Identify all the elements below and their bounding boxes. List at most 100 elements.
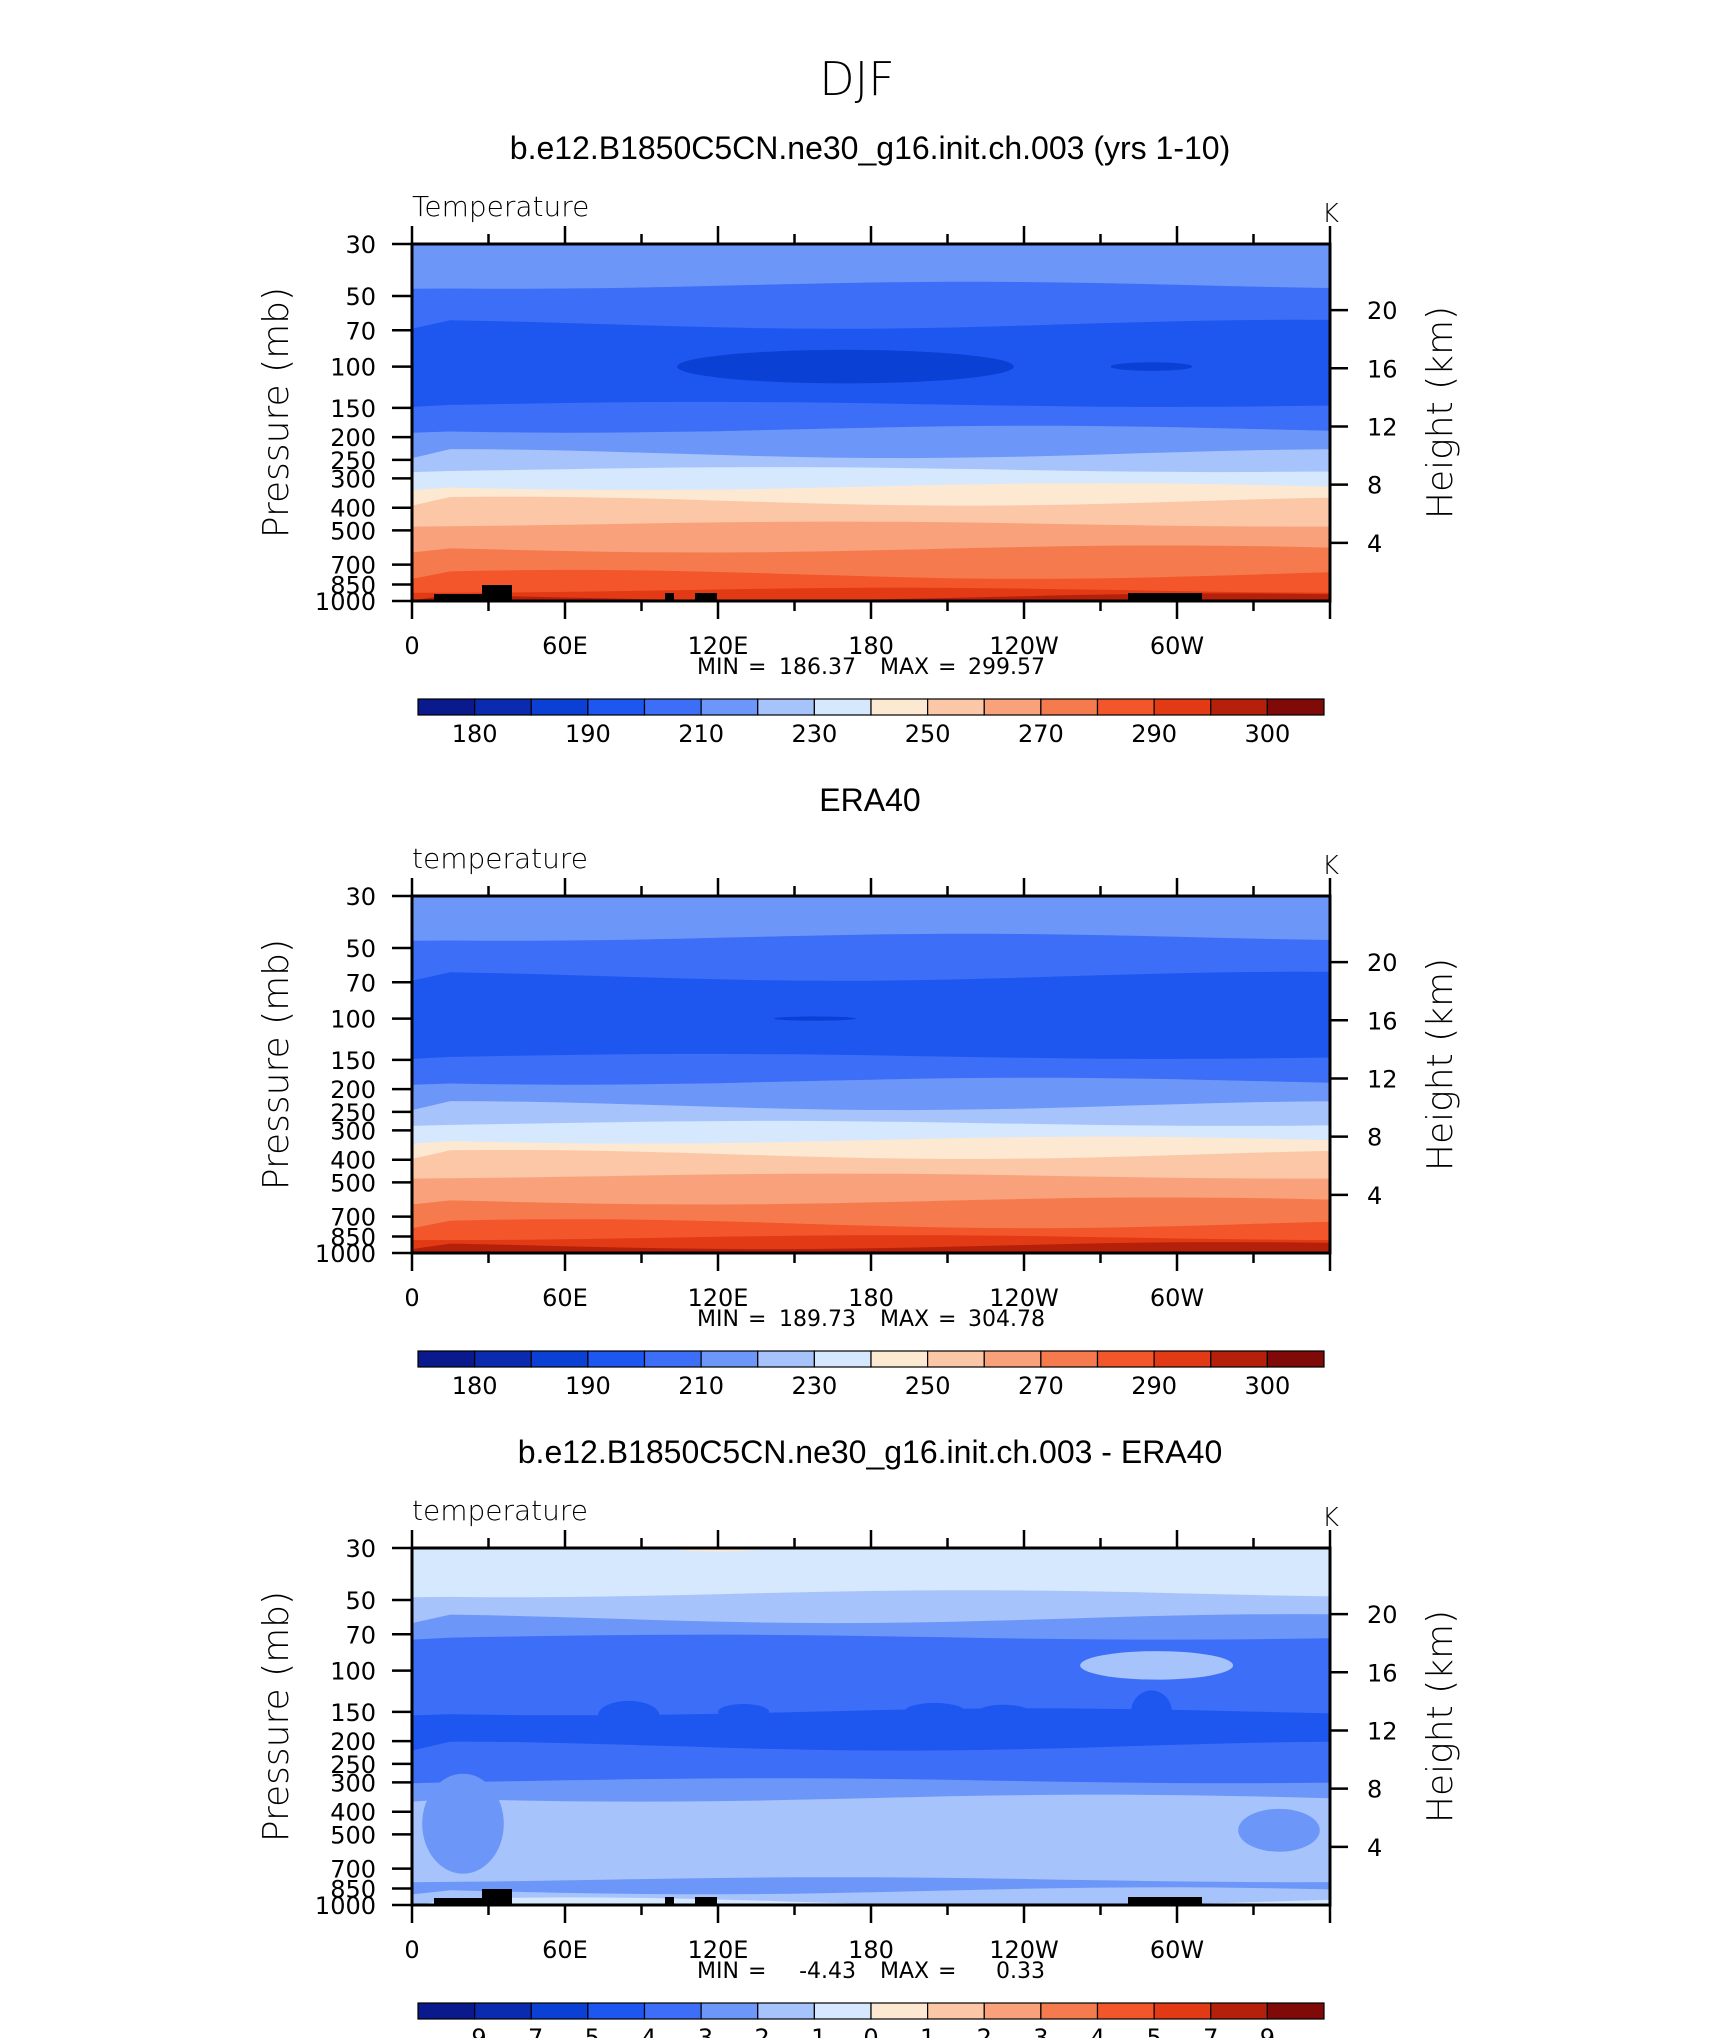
y2-axis-title: Height (km) — [1420, 958, 1461, 1171]
colorbar-box — [1210, 1350, 1268, 1368]
colorbar-label: 300 — [1244, 720, 1290, 748]
left-string: Temperature — [412, 190, 589, 223]
colorbar-box — [813, 698, 872, 716]
max-label: MAX — [880, 1307, 929, 1332]
y-tick-label: 300 — [330, 1117, 376, 1145]
colorbar-label: 210 — [678, 720, 724, 748]
colorbar-label: 0 — [863, 2024, 878, 2038]
contour-blob — [1080, 1651, 1234, 1680]
x-tick-label: 180 — [848, 1284, 894, 1312]
y-tick-label: 150 — [330, 1047, 376, 1075]
y-tick-label: 500 — [330, 517, 376, 545]
x-tick-label: 120E — [688, 1284, 749, 1312]
colorbar-label: 290 — [1131, 720, 1177, 748]
y2-tick-label: 8 — [1367, 1124, 1382, 1152]
colorbar-box — [417, 698, 476, 716]
y-tick-label: 100 — [330, 354, 376, 382]
colorbar-label: 180 — [452, 720, 498, 748]
colorbar-box — [1096, 1350, 1155, 1368]
y2-tick-label: 16 — [1367, 355, 1398, 383]
colorbar-box — [474, 1350, 532, 1368]
x-tick-label: 0 — [404, 1284, 419, 1312]
colorbar-box — [870, 2002, 929, 2020]
y-axis-title: Pressure (mb) — [256, 939, 297, 1190]
x-tick-label: 180 — [848, 1936, 894, 1964]
contour-blob — [978, 1704, 1030, 1719]
colorbar-label: 270 — [1018, 1372, 1064, 1400]
terrain-mask — [1128, 593, 1202, 601]
colorbar-box — [1096, 698, 1155, 716]
y-tick-label: 250 — [330, 447, 376, 475]
y-tick-label: 400 — [330, 495, 376, 523]
y-tick-label: 50 — [345, 283, 376, 311]
terrain-mask — [434, 1898, 512, 1905]
max-equals: = — [938, 655, 956, 680]
panel-title: b.e12.B1850C5CN.ne30_g16.init.ch.003 - E… — [518, 1434, 1222, 1470]
colorbar-box — [757, 698, 815, 716]
colorbar-label: -3 — [689, 2024, 713, 2038]
y2-tick-label: 4 — [1367, 1182, 1382, 1210]
colorbar-label: -7 — [519, 2024, 543, 2038]
colorbar-box — [417, 2002, 476, 2020]
y-tick-label: 700 — [330, 552, 376, 580]
colorbar-box — [1266, 1350, 1325, 1368]
colorbar-box — [643, 1350, 702, 1368]
colorbar-box — [530, 1350, 589, 1368]
terrain-mask — [665, 1897, 674, 1905]
contour-band — [412, 593, 1330, 601]
colorbar-label: 3 — [1033, 2024, 1048, 2038]
colorbar-label: 4 — [1090, 2024, 1105, 2038]
x-tick-label: 60W — [1150, 1284, 1204, 1312]
min-label: MIN — [697, 1959, 739, 1984]
terrain-mask — [695, 593, 717, 601]
colorbar-box — [1210, 698, 1268, 716]
y-tick-label: 150 — [330, 1699, 376, 1727]
colorbar-box — [474, 2002, 532, 2020]
x-tick-label: 120E — [688, 632, 749, 660]
y-axis-title: Pressure (mb) — [256, 287, 297, 538]
colorbar-label: 230 — [791, 720, 837, 748]
max-label: MAX — [880, 655, 929, 680]
contour-blob — [1131, 1690, 1172, 1734]
contour-blob — [1238, 1808, 1320, 1852]
contour-blob — [598, 1700, 660, 1730]
y2-tick-label: 12 — [1367, 1717, 1398, 1745]
colorbar-box — [927, 698, 985, 716]
contour-field — [412, 1548, 1330, 1905]
colorbar-label: -2 — [746, 2024, 770, 2038]
colorbar-box — [643, 2002, 702, 2020]
y-tick-label: 400 — [330, 1147, 376, 1175]
y-axis-title: Pressure (mb) — [256, 1591, 297, 1842]
colorbar-label: 250 — [905, 1372, 951, 1400]
contour-blob — [677, 349, 1014, 384]
x-tick-label: 180 — [848, 632, 894, 660]
min-value: 189.73 — [779, 1307, 856, 1332]
colorbar-box — [1040, 698, 1099, 716]
y2-tick-label: 16 — [1367, 1659, 1398, 1687]
y2-tick-label: 4 — [1367, 530, 1382, 558]
max-value: 0.33 — [996, 1959, 1045, 1984]
colorbar-label: 5 — [1146, 2024, 1161, 2038]
colorbar-box — [927, 2002, 985, 2020]
y-tick-label: 50 — [345, 1587, 376, 1615]
contour-field — [412, 896, 1330, 1253]
max-label: MAX — [880, 1959, 929, 1984]
colorbar-box — [700, 698, 759, 716]
terrain-mask — [695, 1897, 717, 1905]
y2-tick-label: 12 — [1367, 413, 1398, 441]
y-tick-label: 200 — [330, 424, 376, 452]
y-tick-label: 200 — [330, 1076, 376, 1104]
x-tick-label: 60E — [542, 1284, 588, 1312]
x-tick-label: 0 — [404, 632, 419, 660]
y-tick-label: 300 — [330, 1769, 376, 1797]
terrain-mask — [482, 585, 512, 601]
y-tick-label: 100 — [330, 1658, 376, 1686]
max-value: 304.78 — [968, 1307, 1045, 1332]
colorbar-box — [757, 1350, 815, 1368]
y2-tick-label: 16 — [1367, 1007, 1398, 1035]
colorbar-box — [587, 698, 646, 716]
colorbar-box — [1153, 698, 1212, 716]
y2-tick-label: 8 — [1367, 472, 1382, 500]
y2-tick-label: 20 — [1367, 949, 1398, 977]
